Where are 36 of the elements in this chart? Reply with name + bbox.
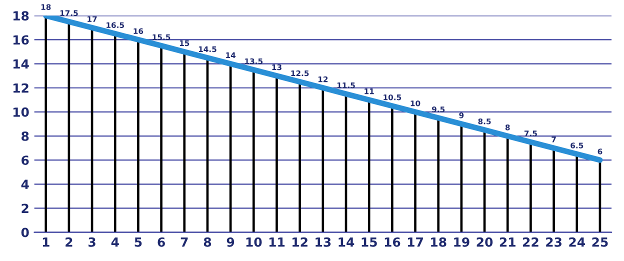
bar (44, 16, 48, 232)
x-tick-label: 13 (316, 237, 331, 247)
y-tick-label: 18 (13, 11, 29, 21)
x-tick-label: 25 (592, 237, 608, 247)
y-tick-label: 0 (21, 228, 29, 238)
y-tick-label: 14 (13, 59, 29, 69)
x-tick-label: 4 (111, 238, 119, 247)
x-tick-label: 1 (42, 238, 50, 247)
x-tick-label: 8 (204, 237, 212, 247)
x-tick-label: 2 (66, 237, 72, 247)
x-tick-label: 10 (246, 237, 262, 247)
x-tick-label: 24 (569, 237, 586, 247)
y-tick-label: 6 (22, 156, 29, 166)
x-tick-label: 9 (226, 237, 234, 247)
y-tick-label: 16 (13, 35, 29, 45)
x-tick-label: 3 (88, 237, 96, 247)
x-tick-label: 21 (500, 237, 516, 247)
x-tick-label: 6 (158, 237, 165, 247)
x-tick-label: 16 (384, 237, 400, 247)
y-tick-label: 2 (22, 204, 28, 213)
x-tick-label: 22 (523, 237, 538, 247)
x-tick-label: 20 (476, 237, 493, 247)
x-tick-label: 11 (269, 238, 285, 247)
y-tick-label: 4 (21, 180, 29, 189)
x-tick-label: 23 (546, 237, 562, 247)
x-tick-label: 14 (338, 238, 354, 247)
x-tick-label: 18 (431, 237, 446, 247)
x-tick-label: 15 (362, 238, 377, 247)
x-tick-label: 17 (408, 238, 423, 247)
y-tick-label: 10 (13, 107, 29, 117)
y-tick-label: 12 (13, 83, 28, 93)
x-tick-label: 7 (180, 238, 188, 247)
y-tick-label: 8 (22, 131, 29, 141)
x-tick-label: 19 (454, 237, 470, 247)
x-tick-label: 12 (292, 237, 308, 247)
x-tick-label: 5 (134, 238, 142, 247)
